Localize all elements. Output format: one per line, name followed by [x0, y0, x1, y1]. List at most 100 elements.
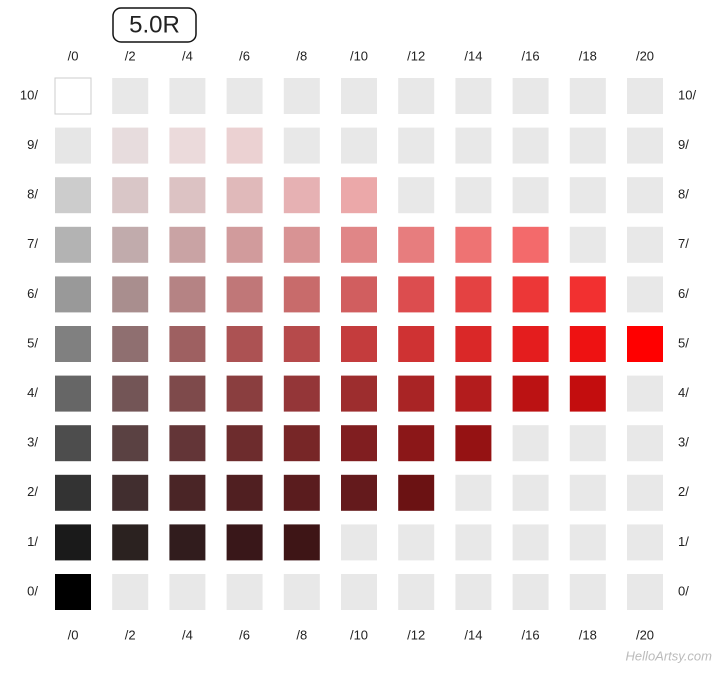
color-chip: [455, 226, 492, 263]
empty-chip: [341, 78, 377, 114]
color-chip: [569, 326, 606, 362]
empty-chip: [455, 127, 492, 164]
value-label-right: 3/: [678, 435, 689, 450]
value-label-right: 0/: [678, 583, 689, 598]
color-chip: [283, 474, 320, 511]
empty-chip: [569, 78, 606, 114]
color-chip: [169, 326, 206, 362]
value-label-right: 10/: [678, 87, 696, 102]
color-chip: [112, 524, 149, 561]
color-chip: [398, 474, 435, 511]
empty-chip: [455, 177, 492, 214]
chroma-label-top: /4: [182, 48, 193, 63]
color-chip: [112, 474, 149, 511]
value-label-right: 1/: [678, 534, 689, 549]
color-chip: [169, 226, 206, 263]
value-label-right: 6/: [678, 286, 689, 301]
chroma-label-bottom: /4: [182, 627, 193, 642]
title-box: [112, 7, 197, 43]
chroma-label-top: /10: [350, 48, 368, 63]
color-chip: [398, 375, 435, 412]
color-chip: [455, 276, 492, 313]
empty-chip: [283, 78, 320, 114]
empty-chip: [341, 574, 377, 610]
color-chip: [569, 276, 606, 313]
value-label-left: 6/: [27, 286, 38, 301]
empty-chip: [283, 574, 320, 610]
empty-chip: [627, 226, 663, 263]
color-chip: [55, 474, 91, 511]
color-chip: [512, 276, 549, 313]
color-chip: [55, 524, 91, 561]
color-chip: [283, 375, 320, 412]
empty-chip: [112, 78, 149, 114]
color-chip: [455, 375, 492, 412]
color-chip: [455, 425, 492, 462]
chroma-label-bottom: /16: [522, 627, 540, 642]
color-chip: [341, 226, 377, 263]
value-label-left: 9/: [27, 137, 38, 152]
color-chip: [226, 226, 263, 263]
color-chip: [112, 177, 149, 214]
chroma-label-top: /16: [522, 48, 540, 63]
empty-chip: [569, 177, 606, 214]
empty-chip: [398, 127, 435, 164]
value-label-right: 5/: [678, 335, 689, 350]
empty-chip: [569, 574, 606, 610]
empty-chip: [512, 524, 549, 561]
color-chip: [283, 425, 320, 462]
chroma-label-top: /18: [579, 48, 597, 63]
color-chip: [54, 77, 92, 115]
color-chip: [398, 276, 435, 313]
empty-chip: [455, 524, 492, 561]
empty-chip: [226, 574, 263, 610]
color-chip: [169, 127, 206, 164]
hue-title: 5.0R: [129, 11, 180, 38]
color-chip: [341, 177, 377, 214]
empty-chip: [512, 127, 549, 164]
empty-chip: [569, 524, 606, 561]
value-label-left: 0/: [27, 583, 38, 598]
color-chip: [55, 375, 91, 412]
value-label-left: 3/: [27, 435, 38, 450]
color-chip: [55, 425, 91, 462]
color-chip: [226, 127, 263, 164]
empty-chip: [455, 78, 492, 114]
color-chip: [512, 375, 549, 412]
chroma-label-top: /8: [296, 48, 307, 63]
value-label-right: 7/: [678, 236, 689, 251]
value-label-left: 7/: [27, 236, 38, 251]
empty-chip: [398, 524, 435, 561]
empty-chip: [512, 177, 549, 214]
empty-chip: [398, 78, 435, 114]
chroma-label-bottom: /14: [464, 627, 482, 642]
empty-chip: [341, 127, 377, 164]
color-chip: [169, 425, 206, 462]
chroma-label-top: /6: [239, 48, 250, 63]
value-label-right: 4/: [678, 385, 689, 400]
color-chip: [112, 425, 149, 462]
value-label-left: 5/: [27, 335, 38, 350]
color-chip: [341, 425, 377, 462]
color-chip: [169, 276, 206, 313]
color-chip: [55, 127, 91, 164]
chroma-label-bottom: /8: [296, 627, 307, 642]
empty-chip: [569, 127, 606, 164]
value-label-left: 4/: [27, 385, 38, 400]
empty-chip: [569, 474, 606, 511]
value-label-left: 10/: [20, 87, 38, 102]
color-chip: [398, 226, 435, 263]
empty-chip: [283, 127, 320, 164]
value-label-left: 8/: [27, 187, 38, 202]
color-chip: [283, 177, 320, 214]
value-label-right: 9/: [678, 137, 689, 152]
color-chip: [283, 524, 320, 561]
empty-chip: [226, 78, 263, 114]
empty-chip: [627, 78, 663, 114]
chroma-label-bottom: /12: [407, 627, 425, 642]
color-chip: [169, 375, 206, 412]
chroma-label-top: /14: [464, 48, 482, 63]
empty-chip: [569, 226, 606, 263]
color-chip: [341, 375, 377, 412]
